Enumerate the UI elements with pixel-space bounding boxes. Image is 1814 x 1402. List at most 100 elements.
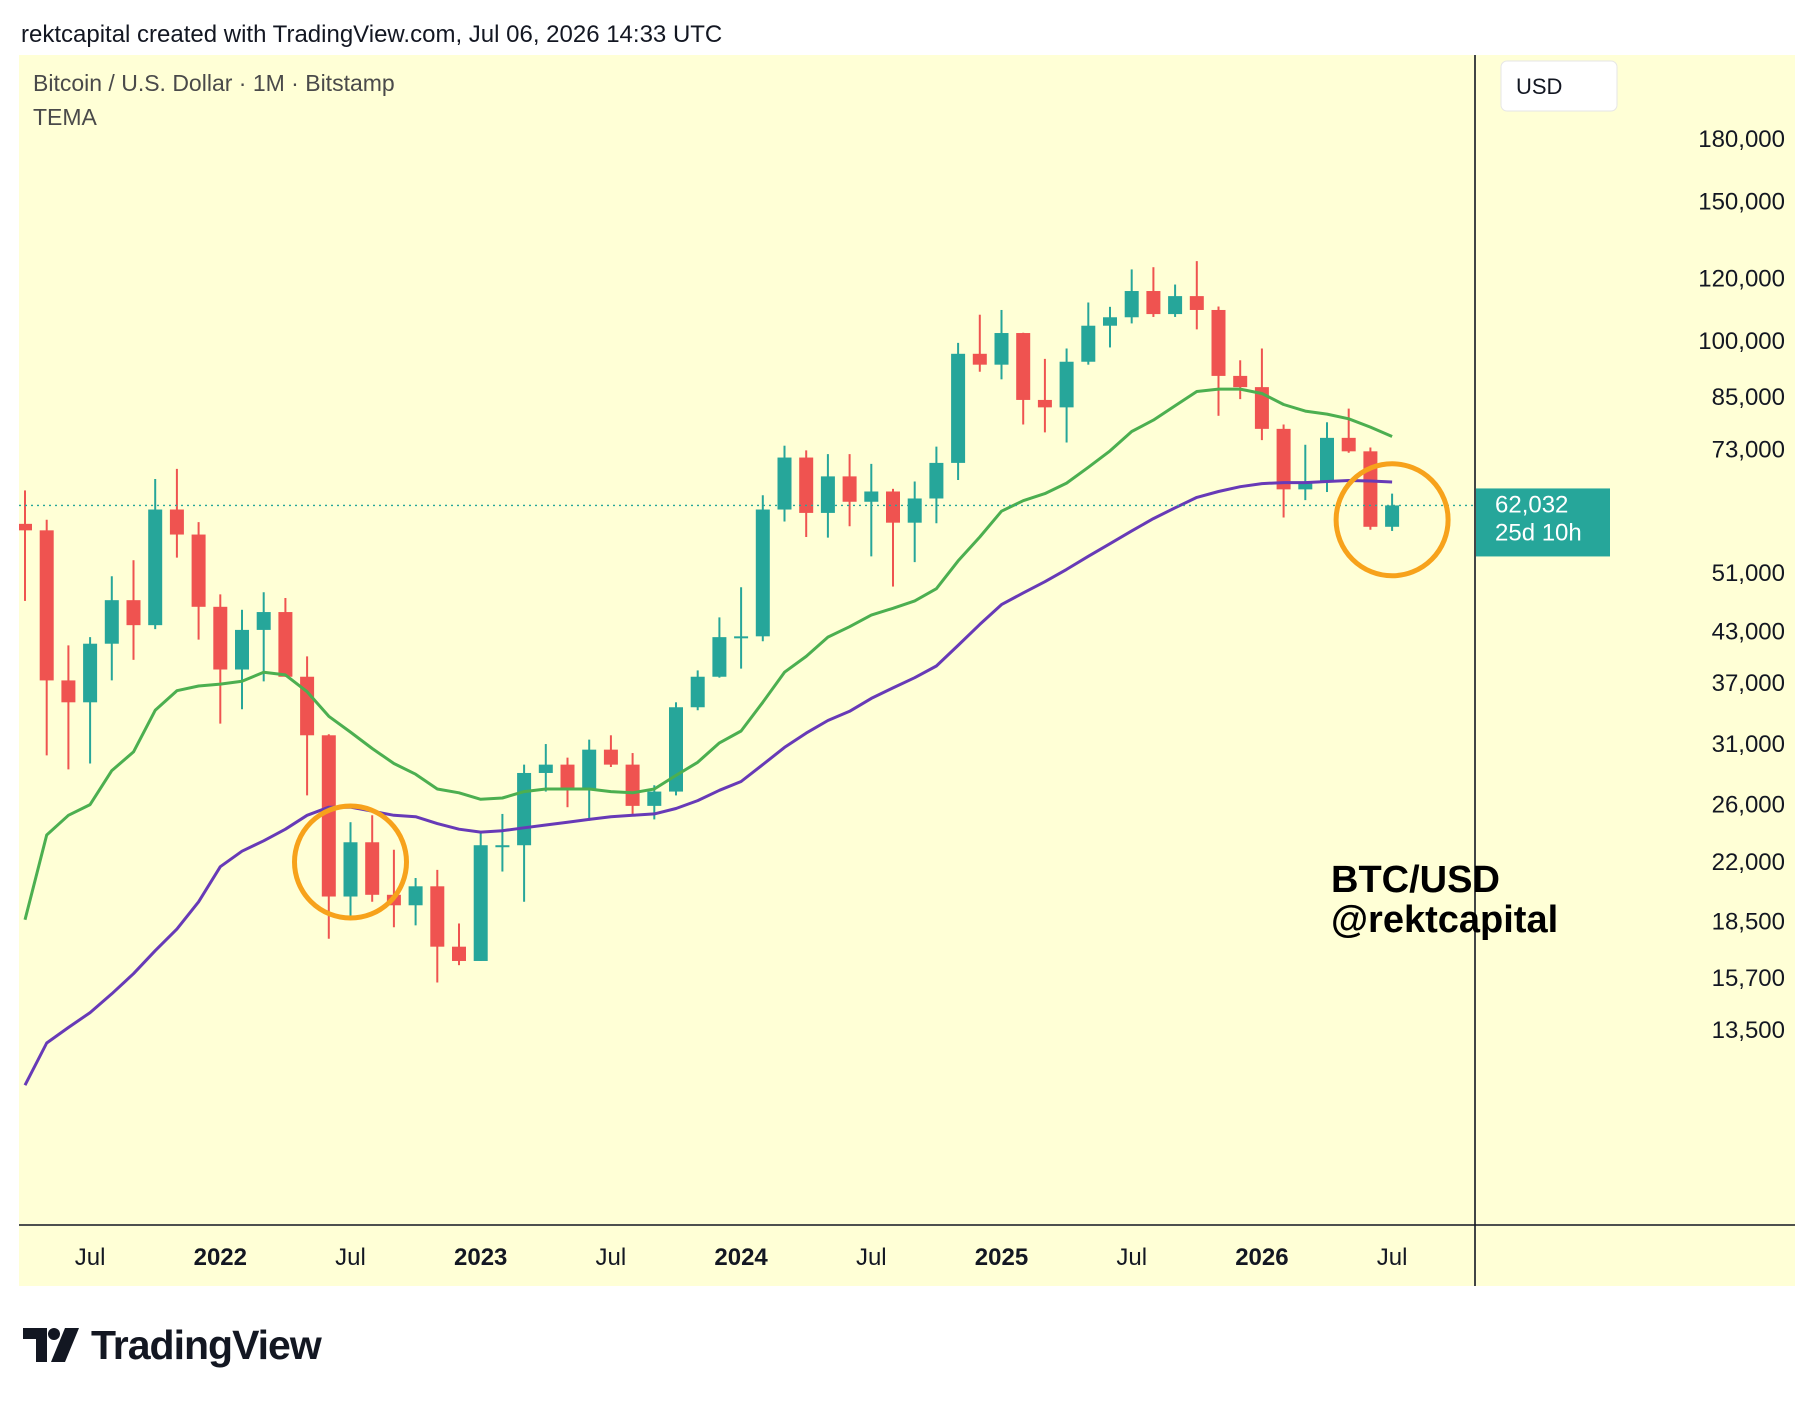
candle [343,822,358,917]
candle [408,878,423,926]
candle [538,744,553,792]
candle [972,314,987,372]
candle-body [1037,399,1052,408]
candle [235,609,249,710]
candle-body [1189,296,1204,310]
candle-body [842,476,857,502]
scale-corner [1476,1226,1796,1286]
tradingview-logo[interactable]: TradingView [23,1321,322,1368]
price-tick-label: 180,000 [1698,126,1785,153]
candle-body [1341,437,1356,452]
tema-line-fast [23,387,1393,921]
candle-body [560,764,575,790]
chart-container[interactable]: 13,500 15,700 18,500 22,000 26,000 31,000 37,0… [18,55,1796,1286]
price-tag-countdown: 25d 10h [1495,519,1582,546]
candle-body [625,764,640,806]
candle [83,637,98,764]
candle-body [473,845,488,961]
candle [820,454,835,538]
candle-body [972,353,987,365]
time-tick-label: 2024 [714,1244,768,1271]
highlight-circle [292,803,409,921]
candle-body [18,523,32,531]
price-tick-label: 13,500 [1712,1017,1785,1044]
candle-body [39,530,54,681]
candle-body [669,707,683,792]
candle-body [1320,437,1334,482]
price-tick-label: 18,500 [1712,909,1785,936]
candle [104,576,119,681]
time-tick-label: 2023 [454,1244,507,1271]
candle-body [235,629,249,670]
candle-body [61,680,76,703]
candle [452,923,466,966]
candle [994,309,1009,380]
candle [1363,447,1378,530]
candle [61,645,76,770]
time-tick-label: Jul [1377,1244,1408,1271]
candles-layer [18,261,1400,983]
candle [256,592,271,682]
candle-body [343,842,358,897]
candle-body [734,636,749,639]
candle-body [104,600,119,644]
candle-body [1059,361,1074,408]
candle-body [452,946,466,961]
candle-body [1146,291,1161,315]
tema-lines-layer [23,387,1393,1086]
tema-line-slow [23,479,1393,1086]
candle [582,739,597,821]
candle [864,463,879,557]
candle-body [83,643,98,703]
candle-body [886,491,900,523]
price-scale-panel[interactable] [1475,55,1795,1286]
candle-body [365,842,380,895]
time-tick-label: Jul [596,1244,627,1271]
currency-button[interactable]: USD [1500,60,1618,112]
candle-body [712,637,727,677]
time-tick-label: 2026 [1235,1244,1288,1271]
candle-body [820,476,835,513]
chart-header: rektcapital created with TradingView.com… [21,21,723,48]
price-tick-label: 85,000 [1712,384,1785,411]
highlight-layer [292,461,1451,921]
candle-body [799,457,814,513]
candle [1385,493,1400,531]
tradingview-logo-icon [23,1328,79,1362]
candle [365,815,380,902]
candle-body [1254,387,1269,429]
candle-body [777,457,792,510]
candle [929,446,944,524]
candle [39,519,54,756]
time-tick-label: Jul [335,1244,366,1271]
time-tick-label: Jul [856,1244,887,1271]
candle [1059,348,1074,443]
candle-body [1103,317,1117,326]
candle [126,560,141,660]
candle-body [929,462,944,499]
legend-indicator: TEMA [33,104,98,130]
candle [1146,267,1161,317]
price-tick-label: 51,000 [1712,560,1785,587]
price-chart[interactable]: 13,500 15,700 18,500 22,000 26,000 31,000 37,0… [18,55,1796,1286]
candle-body [321,735,336,897]
tradingview-logo-text: TradingView [91,1321,322,1368]
candle [1103,306,1117,348]
time-tick-label: Jul [1116,1244,1147,1271]
candle [1168,284,1183,317]
candle-body [582,749,597,790]
candle [430,869,445,983]
time-scale-ticks[interactable]: Jul2022Jul2023Jul2024Jul2025Jul2026Jul20… [75,1226,1796,1286]
candle-body [169,509,184,535]
price-tick-label: 43,000 [1712,618,1785,645]
candle [712,617,727,678]
candle [625,753,640,814]
candle [799,450,814,537]
candle [300,656,315,796]
candle-body [647,791,662,806]
candle [734,587,749,669]
candle-body [864,491,879,502]
candle [886,488,900,587]
candle [755,495,770,642]
candle [560,757,575,808]
